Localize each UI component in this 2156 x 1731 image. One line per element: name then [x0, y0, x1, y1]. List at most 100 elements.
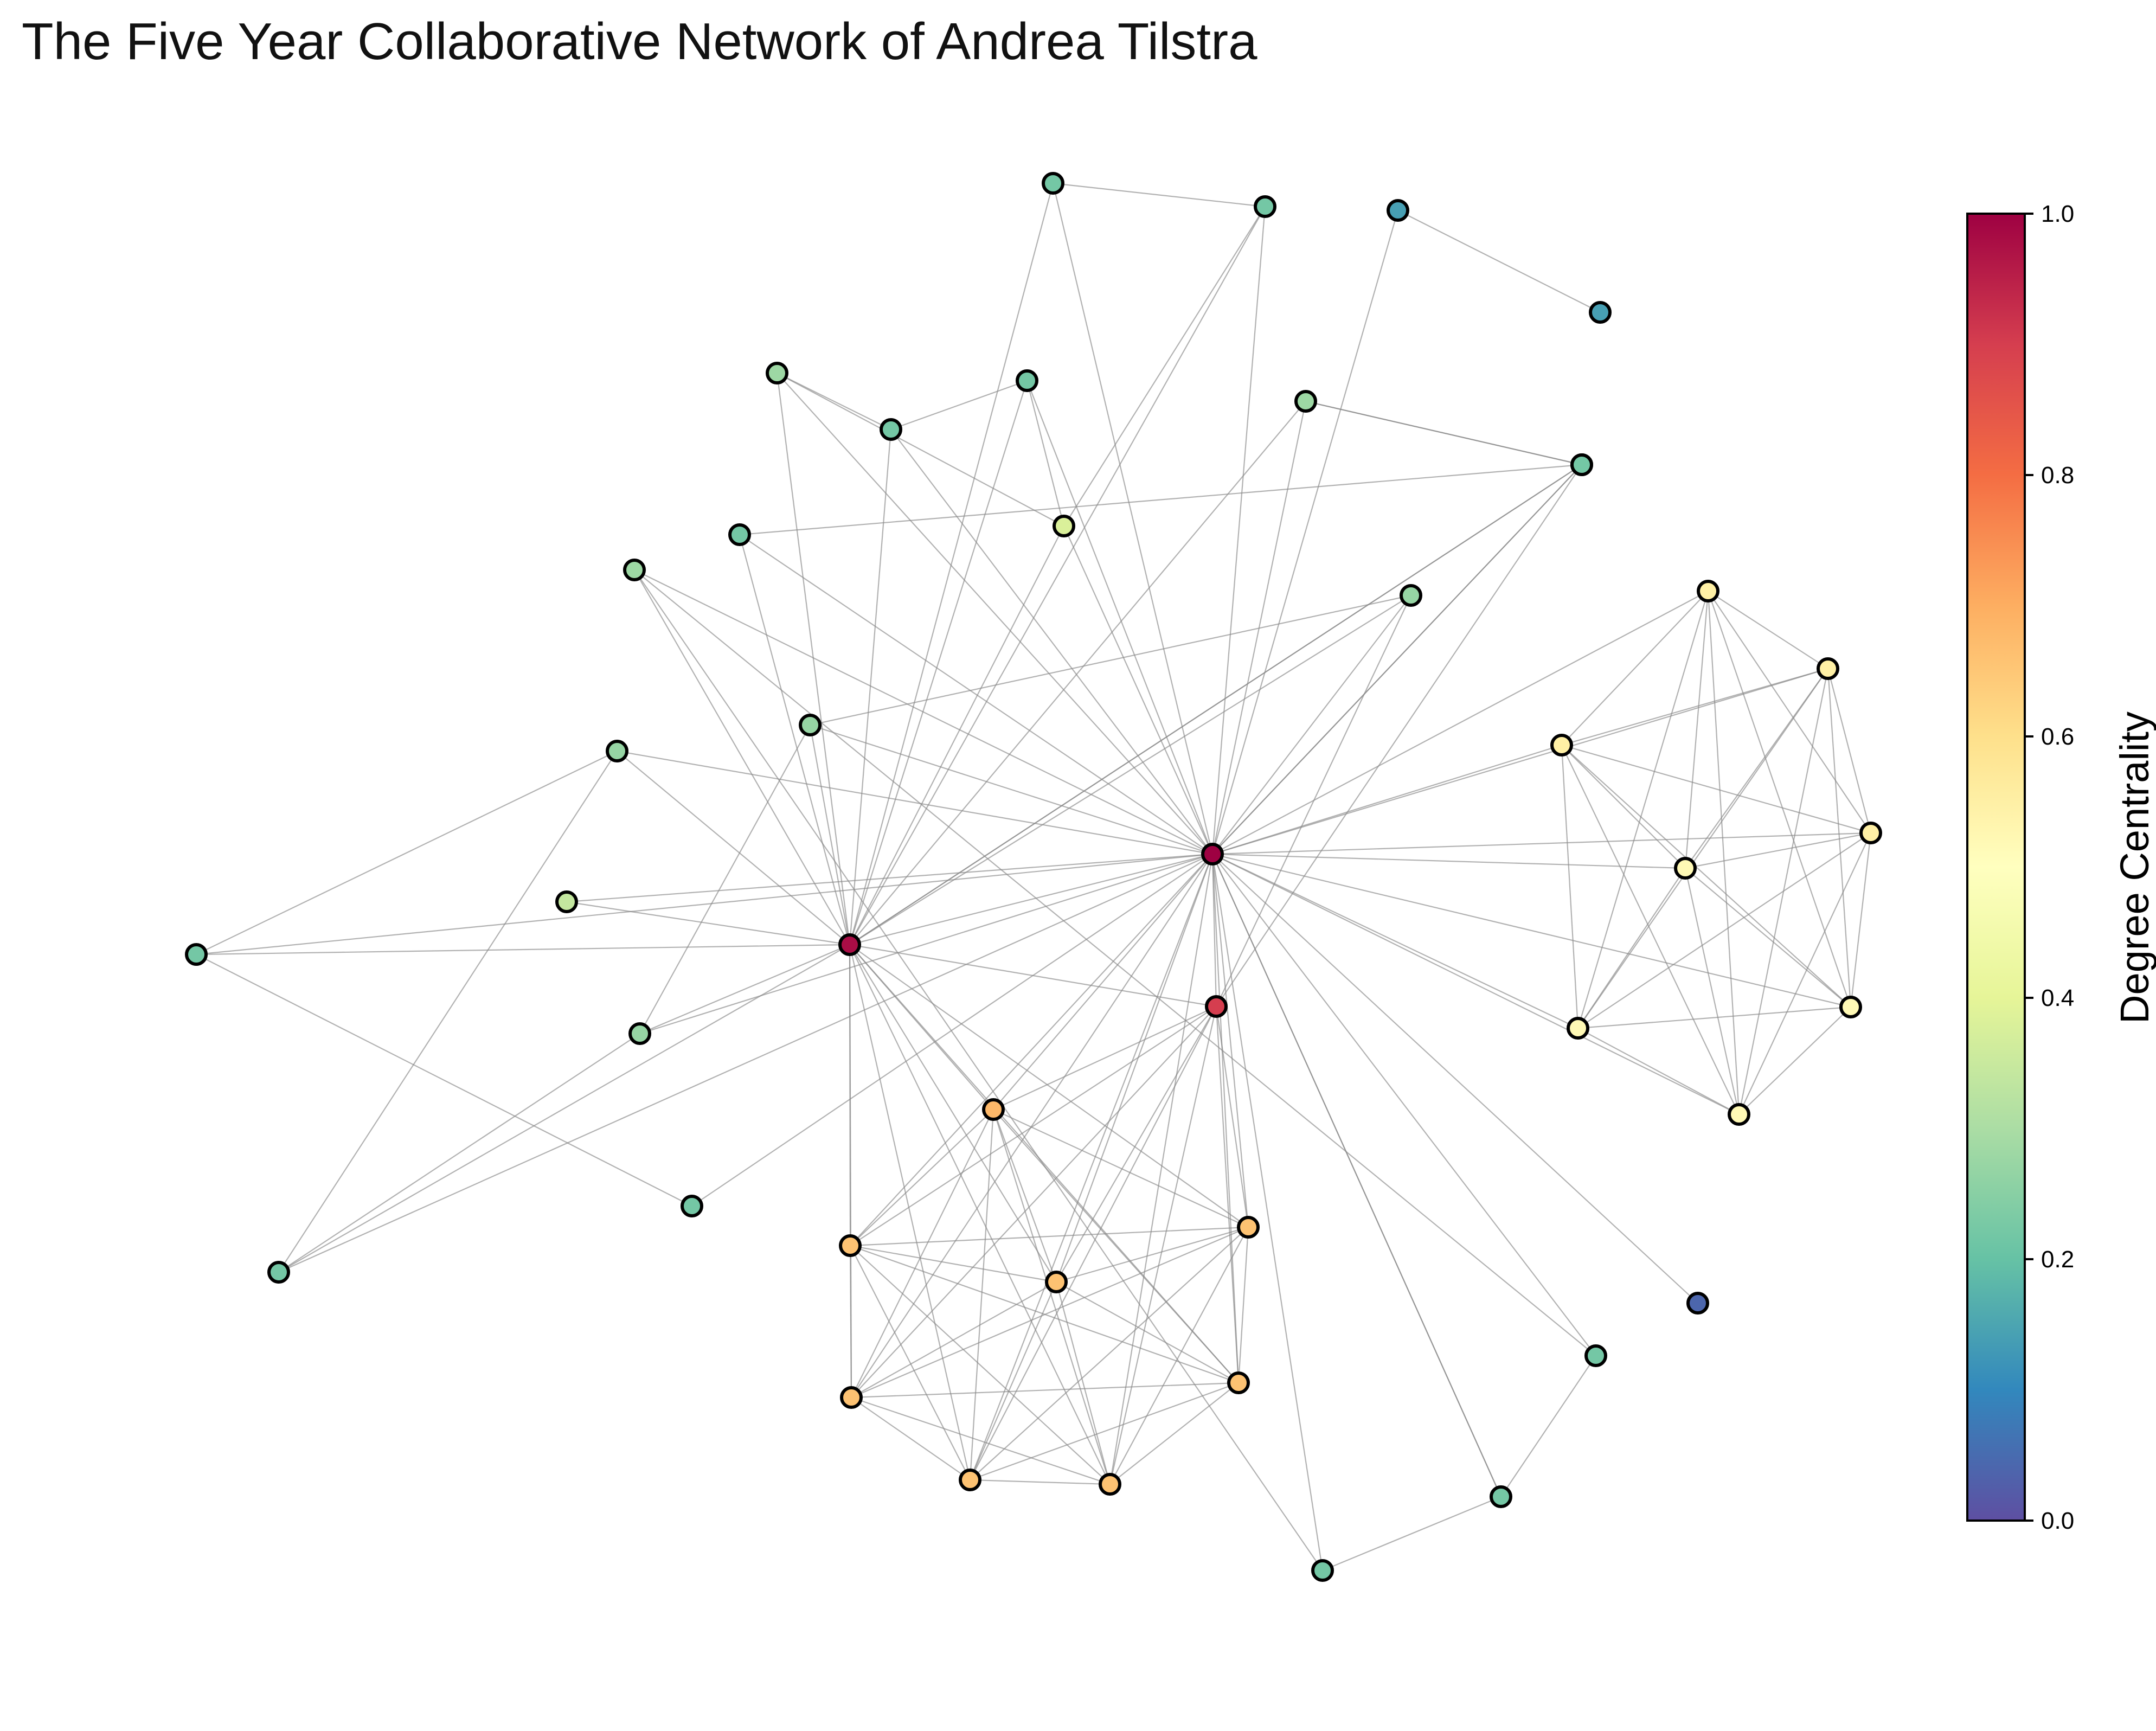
edge-A-B: [849, 853, 1213, 946]
colorbar-gradient: [1966, 213, 2026, 1522]
node-T9[interactable]: [681, 1195, 703, 1217]
edge-O1-O4: [993, 1109, 1249, 1228]
edge-O1-O6: [993, 1109, 1239, 1383]
node-T12[interactable]: [1311, 1559, 1334, 1582]
edge-Y2-Y3: [1561, 668, 1828, 746]
node-Y1[interactable]: [1697, 580, 1719, 602]
edge-A-O8: [1109, 854, 1214, 1485]
edge-A-T8: [278, 853, 1213, 1273]
node-Y6[interactable]: [1567, 1017, 1589, 1040]
edge-B-L4: [634, 569, 850, 945]
node-T2[interactable]: [1254, 195, 1276, 218]
edge-Y3-Y5: [1561, 745, 1686, 869]
colorbar-label: Degree Centrality: [2112, 711, 2156, 1024]
edge-A-L6: [617, 750, 1213, 855]
node-O1[interactable]: [982, 1098, 1005, 1121]
edge-O1-O8: [992, 1109, 1111, 1485]
node-T8[interactable]: [267, 1261, 290, 1284]
node-O8[interactable]: [1099, 1473, 1121, 1496]
edge-O7-O8: [970, 1479, 1111, 1485]
edge-A-L1: [777, 373, 1213, 855]
node-layer: [185, 172, 1882, 1582]
edge-Y4-Y7: [1850, 832, 1872, 1008]
node-L7[interactable]: [1400, 584, 1422, 607]
edge-O6-O7: [970, 1382, 1239, 1481]
node-Y4[interactable]: [1859, 822, 1882, 844]
edge-O3-O4: [1056, 1226, 1249, 1283]
edge-C-L7: [1216, 595, 1411, 1007]
edge-Y6-Y8: [1577, 1028, 1740, 1115]
node-Y2[interactable]: [1817, 657, 1839, 680]
node-D3[interactable]: [1686, 1292, 1709, 1315]
edge-T1-T2: [1053, 182, 1266, 208]
colorbar-ticks: 0.0 0.2 0.4 0.6 0.8 1.0: [2025, 201, 2074, 1534]
node-L4[interactable]: [623, 559, 646, 581]
node-D2[interactable]: [1589, 301, 1612, 324]
edge-A-T6: [739, 534, 1213, 855]
edge-T3-G1: [1026, 380, 1065, 527]
edge-B-T7: [196, 944, 850, 956]
edge-T4-L1: [777, 373, 891, 430]
node-O4[interactable]: [1237, 1216, 1260, 1239]
edge-O2-O8: [850, 1245, 1111, 1485]
edge-O5-O8: [851, 1396, 1111, 1485]
node-D1[interactable]: [1387, 199, 1409, 222]
edge-Y1-Y8: [1707, 591, 1740, 1115]
node-O6[interactable]: [1227, 1371, 1250, 1394]
edge-B-T3: [849, 380, 1028, 945]
node-Y3[interactable]: [1550, 734, 1573, 756]
node-O3[interactable]: [1045, 1271, 1068, 1293]
edge-T12-L4: [634, 569, 1323, 1571]
node-T5[interactable]: [1570, 453, 1593, 476]
edge-O3-O7: [969, 1281, 1057, 1480]
edge-O2-O3: [850, 1245, 1057, 1283]
edge-B-O4: [849, 944, 1249, 1228]
edge-A-D1: [1211, 210, 1399, 855]
node-T4[interactable]: [880, 418, 902, 441]
edge-C-O5: [851, 1006, 1217, 1398]
node-O2[interactable]: [839, 1234, 862, 1257]
edge-B-T6: [739, 534, 851, 945]
node-Y5[interactable]: [1674, 857, 1697, 880]
node-T1[interactable]: [1042, 172, 1064, 195]
edge-A-O7: [969, 854, 1214, 1480]
edge-C-O2: [850, 1006, 1217, 1246]
node-T11[interactable]: [1490, 1485, 1512, 1508]
edge-T8-L8: [278, 1033, 640, 1273]
edge-A-Y7: [1212, 853, 1851, 1008]
node-O7[interactable]: [959, 1469, 981, 1491]
node-C[interactable]: [1205, 995, 1228, 1018]
edge-O2-O7: [850, 1245, 971, 1480]
chart-title: The Five Year Collaborative Network of A…: [22, 12, 1257, 70]
node-G2[interactable]: [555, 890, 578, 913]
node-L1[interactable]: [766, 362, 788, 384]
edge-Y5-Y8: [1684, 868, 1740, 1115]
edge-B-L1: [776, 373, 851, 945]
node-L6[interactable]: [606, 740, 628, 762]
node-T3[interactable]: [1016, 369, 1038, 392]
edge-A-T3: [1026, 380, 1214, 855]
node-Y8[interactable]: [1728, 1103, 1750, 1126]
node-L2[interactable]: [1294, 390, 1317, 413]
edge-Y3-Y8: [1561, 745, 1740, 1115]
edge-Y3-Y7: [1561, 745, 1851, 1008]
edge-A-D3: [1212, 854, 1698, 1304]
node-A[interactable]: [1201, 843, 1224, 865]
node-L8[interactable]: [628, 1022, 651, 1045]
node-Y7[interactable]: [1839, 996, 1862, 1018]
edge-Y2-Y7: [1827, 668, 1852, 1008]
edge-L2-T5: [1305, 400, 1582, 466]
node-L5[interactable]: [799, 714, 822, 736]
edge-A-O1: [993, 854, 1213, 1110]
edge-Y4-Y5: [1685, 832, 1871, 869]
node-G1[interactable]: [1053, 515, 1075, 537]
node-B[interactable]: [838, 933, 861, 956]
edge-A-O2: [850, 854, 1213, 1246]
node-O5[interactable]: [840, 1386, 863, 1409]
node-T7[interactable]: [185, 943, 208, 966]
node-T10[interactable]: [1584, 1344, 1607, 1367]
edge-B-L8: [639, 944, 850, 1035]
edge-Y5-Y7: [1685, 868, 1851, 1008]
edge-layer: [196, 182, 1872, 1572]
node-T6[interactable]: [728, 523, 751, 546]
